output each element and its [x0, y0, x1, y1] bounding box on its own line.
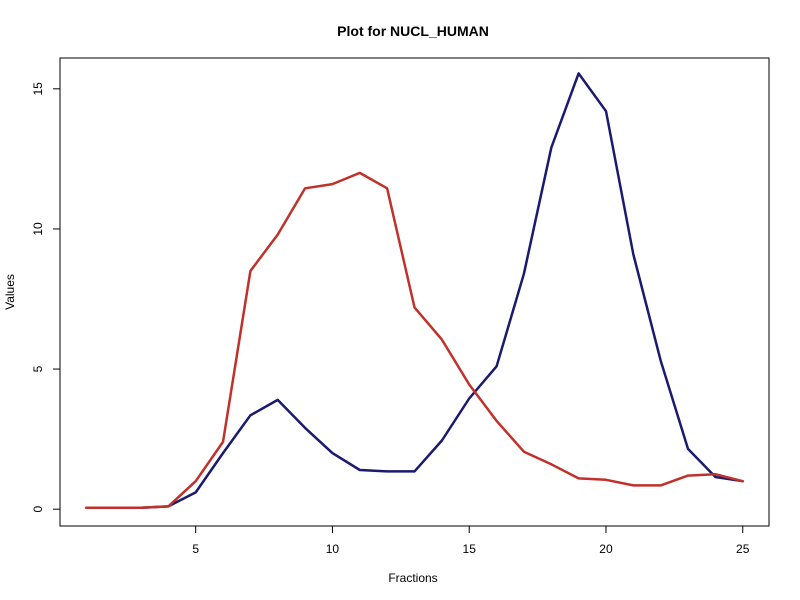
- x-axis: 5 10 15 20 25: [192, 525, 750, 556]
- chart-title: Plot for NUCL_HUMAN: [337, 23, 489, 39]
- x-tick-label: 20: [599, 542, 613, 556]
- y-tick-label: 10: [31, 222, 45, 236]
- y-tick-label: 5: [31, 365, 45, 372]
- x-tick-label: 10: [326, 542, 340, 556]
- y-axis: 0 5 10 15: [31, 82, 61, 513]
- x-tick-label: 15: [463, 542, 477, 556]
- x-axis-label: Fractions: [388, 571, 437, 585]
- x-tick-label: 25: [736, 542, 750, 556]
- y-tick-label: 15: [31, 82, 45, 96]
- series-layer: [85, 72, 744, 510]
- x-tick-label: 5: [192, 542, 199, 556]
- series-line-2: [85, 171, 744, 510]
- series-line-1: [85, 72, 744, 510]
- plot-frame: [59, 57, 770, 527]
- y-tick-label: 0: [31, 506, 45, 513]
- y-axis-label: Values: [3, 274, 17, 310]
